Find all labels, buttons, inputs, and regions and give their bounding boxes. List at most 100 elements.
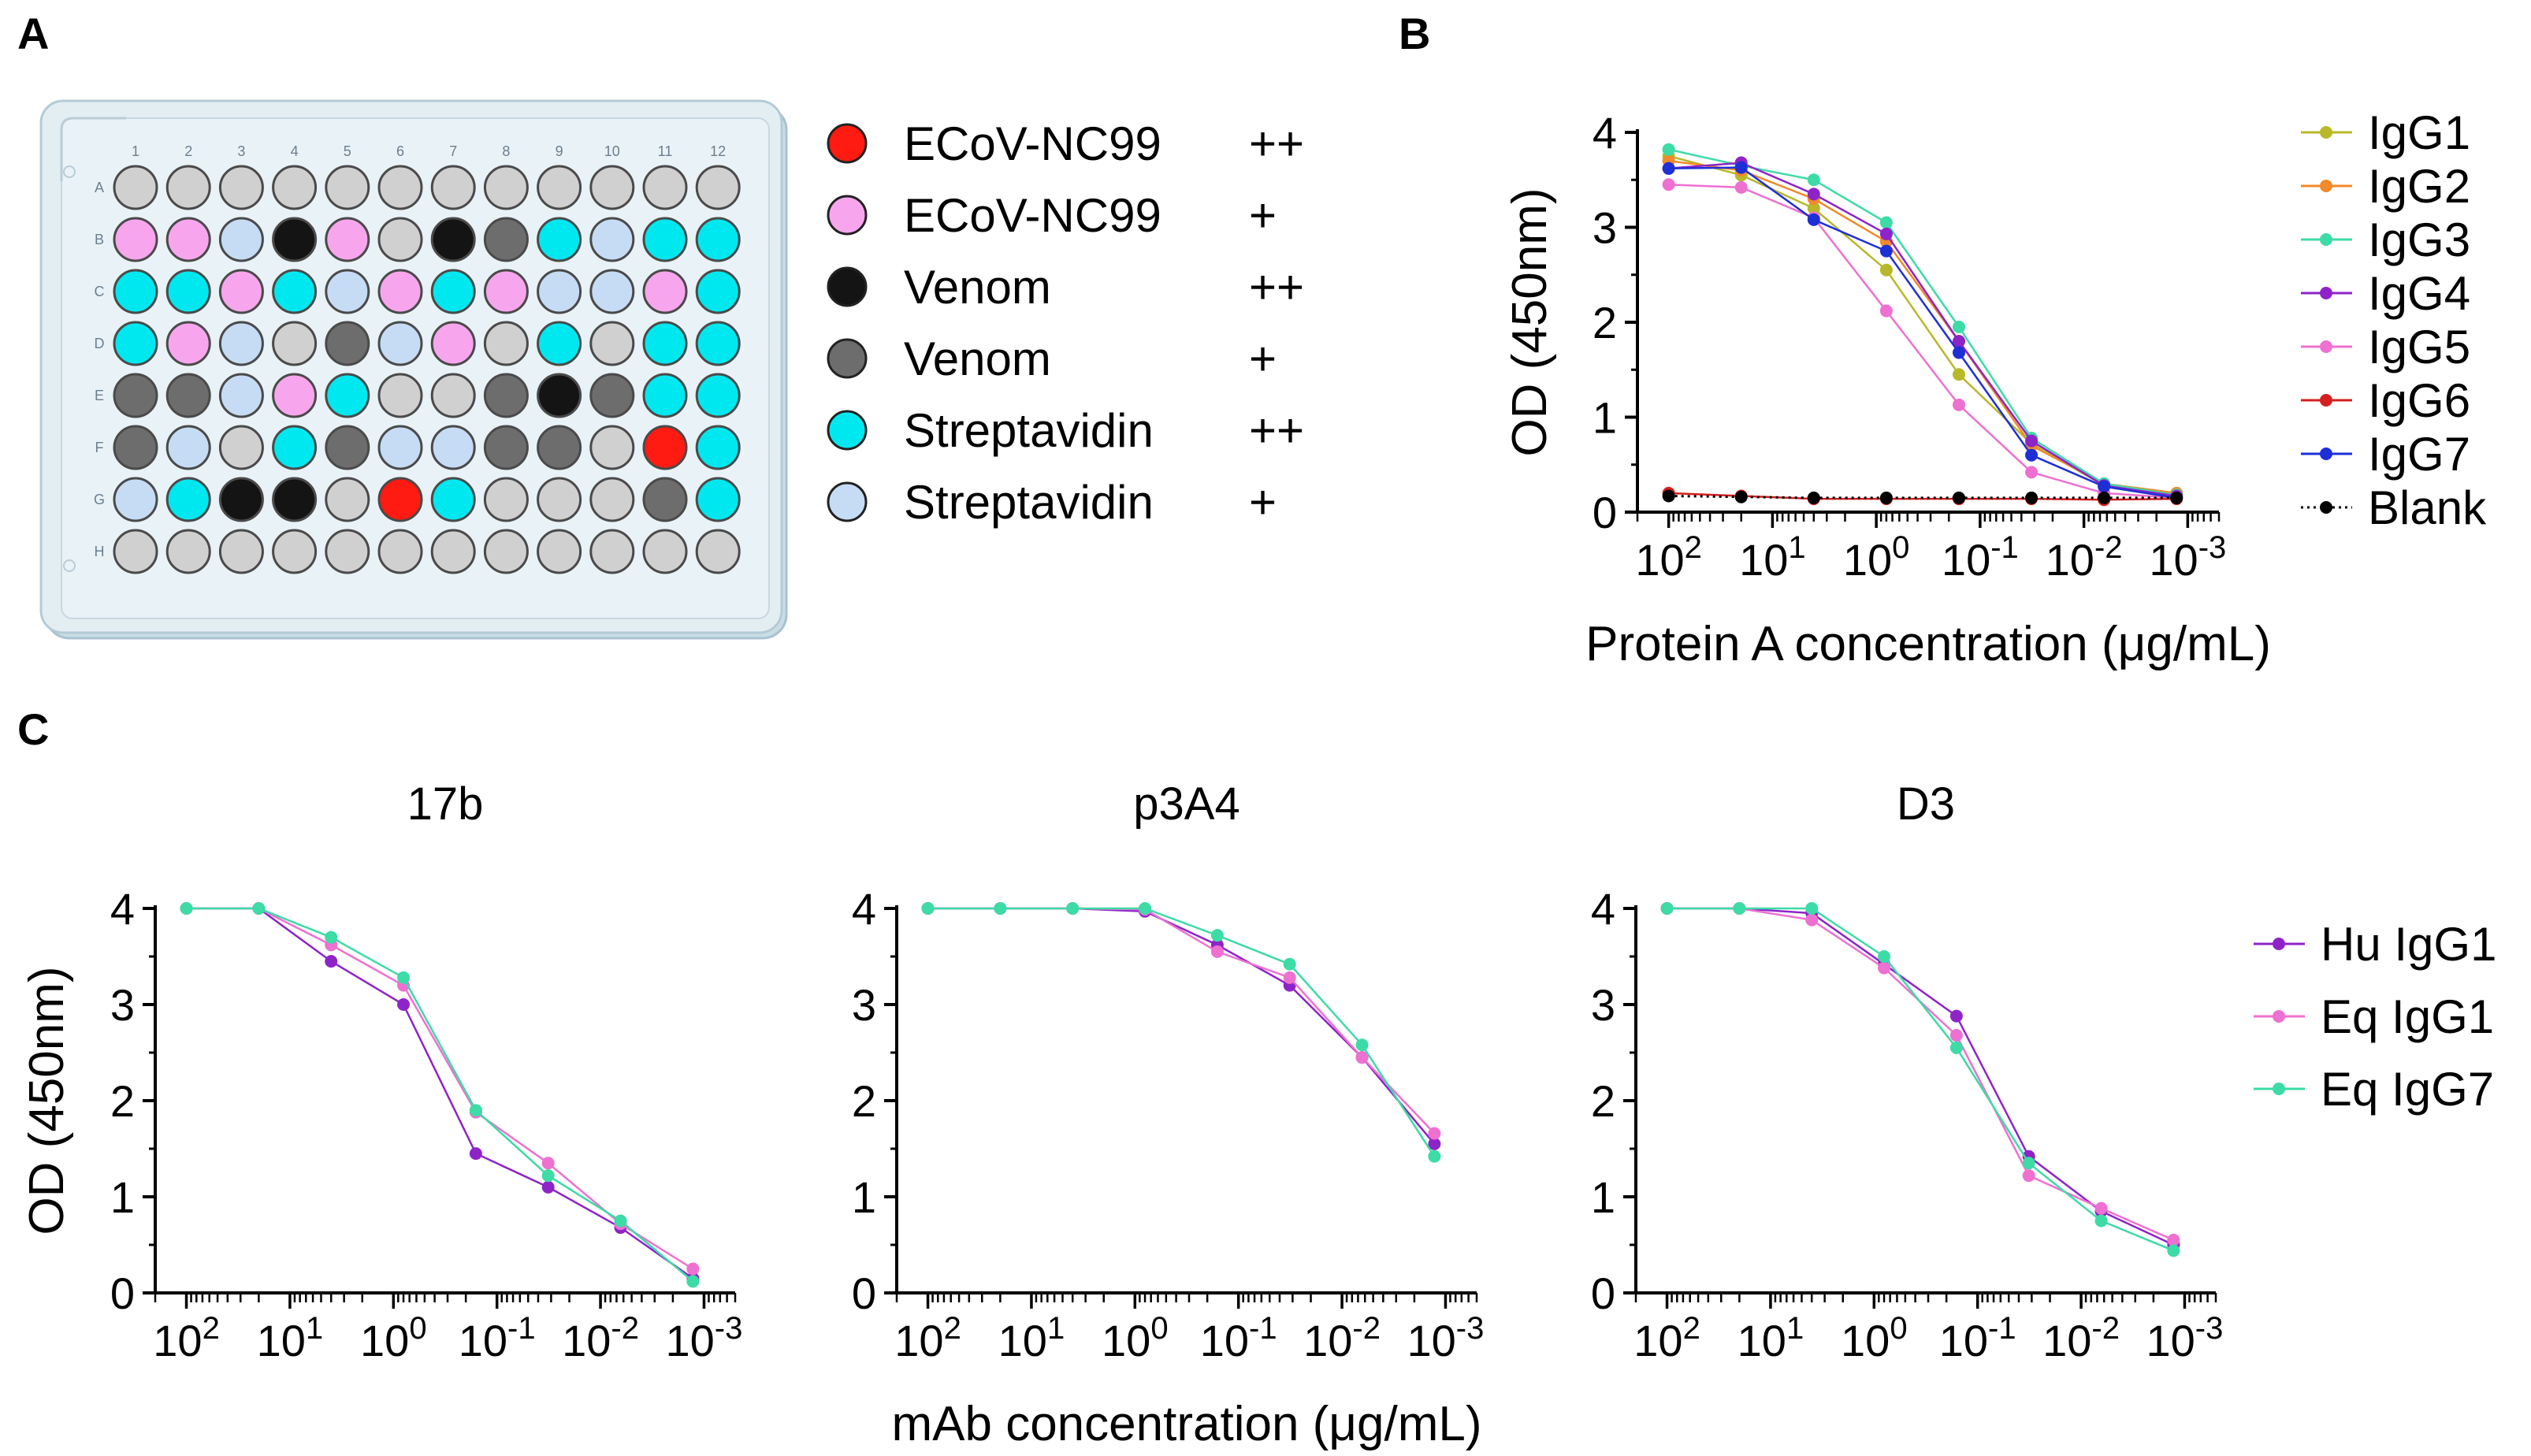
plate-corner-mark: [63, 165, 76, 178]
data-point: [1662, 489, 1675, 503]
plate-well: [325, 165, 370, 210]
plate-well: [642, 269, 688, 314]
data-point: [1733, 902, 1746, 915]
data-point: [541, 1157, 555, 1170]
plate-well: [642, 425, 688, 470]
plate-well: [589, 373, 635, 418]
plate-well: [272, 373, 318, 418]
legend-swatch: [827, 338, 868, 379]
data-point: [325, 955, 338, 968]
legend-swatch: [827, 410, 868, 451]
legend-marker: [2320, 233, 2332, 246]
plate-well: [325, 269, 370, 314]
y-axis-label: OD (450nm): [20, 966, 74, 1235]
data-point: [1428, 1150, 1441, 1163]
plate-well: [589, 217, 635, 262]
x-tick-exponent: 0: [1892, 530, 1909, 565]
legend-marker: [2320, 126, 2332, 139]
x-tick-exponent: -1: [1249, 1311, 1277, 1346]
data-point: [686, 1262, 700, 1276]
chart-title: p3A4: [1133, 778, 1239, 830]
legend-label: ECoV-NC99: [904, 117, 1161, 170]
plate-well: [113, 373, 158, 418]
data-point: [1283, 971, 1296, 984]
data-point: [1210, 945, 1224, 958]
plate-well: [165, 321, 211, 366]
plate-well: [325, 321, 370, 366]
x-tick-exponent: 0: [1150, 1311, 1168, 1346]
data-point: [1879, 216, 1893, 229]
plate-row-label: A: [95, 180, 104, 195]
legend-label: Streptavidin: [904, 476, 1154, 529]
plate-well: [218, 477, 264, 522]
panel-letter-c: C: [17, 704, 49, 754]
x-tick-label: 100: [1843, 530, 1910, 585]
y-tick-label: 4: [1591, 884, 1615, 934]
data-point: [2025, 466, 2039, 479]
panel-letter-b: B: [1399, 9, 1430, 58]
data-point: [1878, 950, 1891, 963]
x-tick-label: 10-2: [2046, 530, 2123, 585]
data-point: [2025, 434, 2039, 448]
x-tick-exponent: -2: [2091, 1311, 2120, 1346]
series-line-eq-igg7: [927, 907, 1436, 1157]
x-tick-exponent: 1: [306, 1311, 323, 1346]
data-point: [541, 1169, 555, 1183]
x-tick-exponent: -2: [1352, 1311, 1381, 1346]
x-tick-label: 100: [1102, 1311, 1169, 1365]
data-point: [541, 1180, 555, 1194]
data-point: [2167, 1244, 2180, 1257]
legend-label: IgG1: [2368, 106, 2470, 159]
data-point: [1805, 913, 1819, 927]
x-tick-label: 102: [1633, 1311, 1700, 1365]
legend-level: +: [1249, 332, 1277, 385]
x-tick-exponent: 1: [1788, 530, 1805, 565]
legend-label: Venom: [904, 261, 1051, 314]
plate-well: [218, 269, 264, 314]
plate-well: [642, 217, 688, 262]
plate-well: [325, 529, 370, 574]
y-tick-label: 2: [1593, 298, 1617, 347]
plate-well: [695, 529, 741, 574]
data-point: [1879, 263, 1893, 277]
x-tick-base: 10: [1635, 535, 1684, 585]
data-point: [1660, 902, 1674, 915]
plate-well: [537, 477, 582, 522]
data-point: [397, 971, 411, 984]
data-point: [2022, 1157, 2035, 1170]
x-tick-exponent: 0: [409, 1311, 426, 1346]
x-tick-exponent: -3: [2195, 1311, 2224, 1346]
plate-well: [113, 425, 158, 470]
series-line-eq-igg1: [186, 907, 694, 1270]
plate-well: [377, 165, 423, 210]
plate-column-label: 10: [604, 143, 620, 159]
data-point: [469, 1147, 482, 1161]
legend-label: Eq IgG1: [2321, 990, 2494, 1043]
plate-well: [642, 165, 688, 210]
data-point: [1066, 902, 1080, 915]
legend-marker: [2320, 340, 2332, 353]
x-tick-base: 10: [1843, 535, 1892, 585]
legend-level: +: [1249, 189, 1277, 242]
data-point: [180, 902, 193, 915]
x-tick-label: 10-2: [2042, 1311, 2120, 1365]
y-tick-label: 3: [1591, 980, 1615, 1030]
legend-label: IgG2: [2368, 160, 2470, 213]
plate-well: [695, 373, 741, 418]
data-point: [1952, 321, 1965, 334]
x-tick-base: 10: [894, 1316, 943, 1365]
x-tick-label: 10-3: [1407, 1311, 1485, 1365]
x-tick-label: 101: [1738, 1311, 1804, 1365]
plate-row-label: C: [95, 284, 105, 299]
plate-well: [589, 529, 635, 574]
x-tick-label: 10-3: [2149, 530, 2226, 585]
x-tick-base: 10: [1303, 1316, 1352, 1365]
series-line-igg5: [1668, 184, 2177, 500]
legend-marker: [2320, 287, 2332, 299]
data-point: [1807, 491, 1820, 504]
